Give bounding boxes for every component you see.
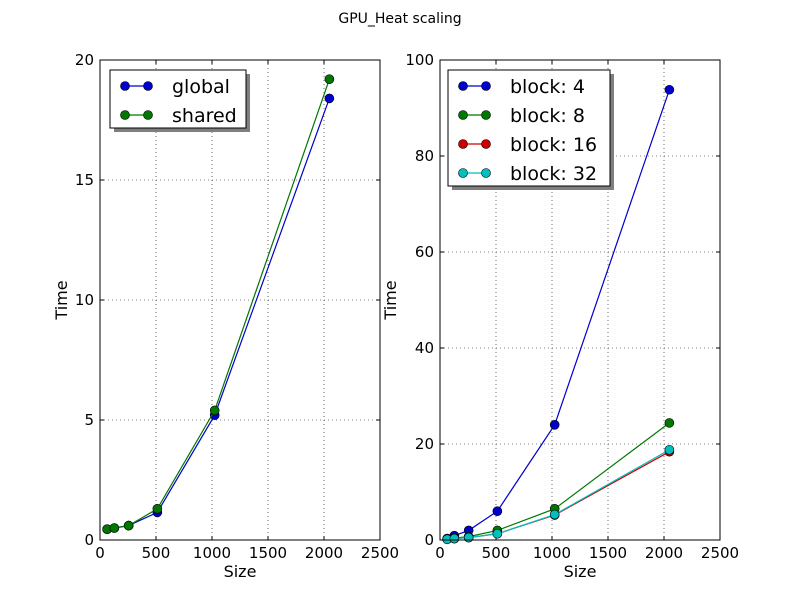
y-tick-label: 5 [84, 411, 94, 429]
x-tick-label: 1000 [193, 544, 231, 562]
legend-label: shared [172, 105, 237, 127]
data-point [449, 533, 460, 544]
legend-marker [458, 110, 468, 120]
legend-label: global [172, 76, 230, 98]
legend-entry-shared: shared [120, 105, 237, 127]
y-axis-label: Time [52, 280, 71, 320]
x-tick-label: 2500 [701, 544, 739, 562]
legend-marker [481, 110, 491, 120]
x-tick-label: 500 [482, 544, 511, 562]
legend-marker [120, 110, 130, 120]
legend-marker [458, 139, 468, 149]
legend-entry-global: global [120, 76, 230, 98]
x-tick-label: 500 [142, 544, 171, 562]
legend-label: block: 16 [510, 134, 597, 156]
x-tick-label: 1500 [249, 544, 287, 562]
data-point [492, 528, 503, 539]
x-tick-label: 1500 [589, 544, 627, 562]
legend-marker [481, 168, 491, 178]
x-tick-label: 2000 [645, 544, 683, 562]
data-point [324, 74, 335, 84]
right-chart: 0 500 1000 1500 2000 2500 0 20 40 60 80 100 Size Time… [381, 51, 739, 581]
legend-marker [120, 81, 130, 91]
data-point [123, 520, 134, 531]
legend-box [447, 69, 611, 187]
data-point [664, 444, 675, 455]
data-point [664, 418, 675, 428]
x-axis-label: Size [564, 562, 597, 581]
y-tick-label: 80 [415, 147, 434, 165]
legend-marker [143, 110, 153, 120]
legend-marker [481, 139, 491, 149]
legend: block: 4 block: 8 block: 16 block: 32 [447, 69, 614, 190]
legend: global shared [109, 69, 250, 132]
legend-marker [143, 81, 153, 91]
y-tick-label: 60 [415, 243, 434, 261]
y-axis-label: Time [381, 280, 400, 320]
y-tick-label: 10 [75, 291, 94, 309]
figure-title: GPU_Heat scaling [338, 11, 461, 27]
legend-label: block: 4 [510, 76, 585, 98]
legend-entry-block-8: block: 8 [458, 105, 585, 127]
y-tick-label: 100 [405, 51, 434, 69]
legend-marker [458, 168, 468, 178]
legend-entry-block-16: block: 16 [458, 134, 597, 156]
data-point [152, 503, 163, 514]
y-tick-label: 40 [415, 339, 434, 357]
x-tick-label: 1000 [533, 544, 571, 562]
y-tick-label: 20 [415, 435, 434, 453]
data-point [549, 419, 560, 430]
series-shared [102, 74, 335, 535]
y-tick-label: 15 [75, 171, 94, 189]
legend-marker [458, 81, 468, 91]
data-point [209, 405, 220, 416]
data-point [664, 84, 675, 95]
legend-marker [481, 81, 491, 91]
x-tick-label: 2000 [305, 544, 343, 562]
legend-box [109, 69, 247, 129]
axes-frame [439, 59, 721, 541]
legend-label: block: 32 [510, 163, 597, 185]
data-point [463, 532, 474, 543]
axes-frame [99, 59, 381, 541]
data-point [109, 523, 120, 533]
x-tick-label: 0 [95, 544, 105, 562]
y-tick-label: 0 [84, 531, 94, 549]
data-point [492, 506, 503, 517]
y-tick-label: 0 [424, 531, 434, 549]
series-block-32 [442, 444, 675, 545]
legend-label: block: 8 [510, 105, 585, 127]
left-chart: 0 500 1000 1500 2000 2500 0 5 10 15 20 Size Time glob… [52, 51, 399, 581]
legend-entry-block-32: block: 32 [458, 163, 597, 185]
y-tick-label: 20 [75, 51, 94, 69]
x-tick-label: 2500 [361, 544, 399, 562]
legend-entry-block-4: block: 4 [458, 76, 585, 98]
x-tick-label: 0 [435, 544, 445, 562]
data-point [324, 93, 335, 104]
x-axis-label: Size [224, 562, 257, 581]
data-point [549, 509, 560, 520]
